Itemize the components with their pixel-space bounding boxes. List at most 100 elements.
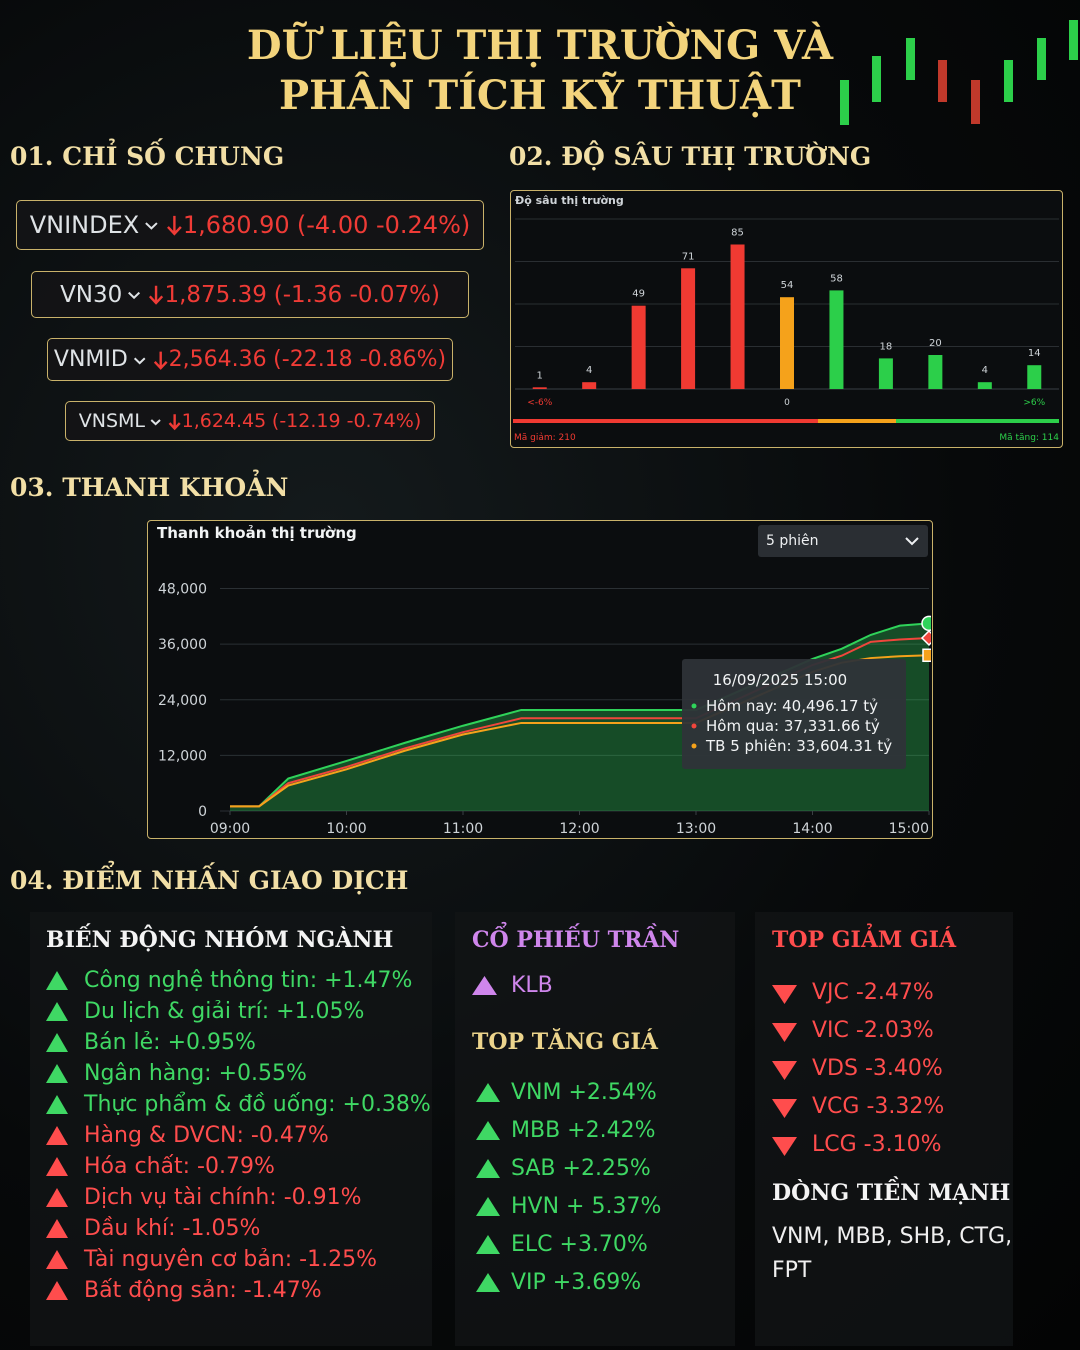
triangle xyxy=(46,1187,68,1207)
index-box: VNINDEX 1,680.90 (-4.00 -0.24%) xyxy=(16,200,484,250)
x-tick-label: 12:00 xyxy=(559,821,599,837)
y-tick-label: 48,000 xyxy=(158,582,207,598)
sector-text: Dầu khí: -1.05% xyxy=(84,1216,261,1241)
chevron xyxy=(145,222,158,230)
triangle xyxy=(772,1022,797,1042)
section-heading: 02. ĐỘ SÂU THỊ TRƯỜNG xyxy=(509,142,872,171)
gainer-item: VIP +3.69% xyxy=(476,1270,641,1295)
triangle xyxy=(476,1272,500,1292)
line xyxy=(230,622,930,808)
value-label: 4 xyxy=(586,365,592,376)
losers-box xyxy=(755,912,1013,1346)
dropdown-box xyxy=(758,525,928,557)
triangle xyxy=(46,1156,68,1176)
bar xyxy=(780,297,794,389)
bar xyxy=(928,355,943,389)
chart-title: Độ sâu thị trường xyxy=(515,194,624,207)
triangle xyxy=(472,975,497,995)
triangle-icon xyxy=(46,1001,68,1021)
arrow xyxy=(154,351,168,370)
list-heading: BIẾN ĐỘNG NHÓM NGÀNH xyxy=(46,927,394,953)
chevron-icon xyxy=(128,291,141,300)
strong-flow-text: VNM, MBB, SHB, CTG, FPT xyxy=(772,1224,1013,1283)
value-label: 85 xyxy=(731,228,744,239)
y-tick-label: 36,000 xyxy=(158,637,207,653)
gainer-item: SAB +2.25% xyxy=(476,1156,651,1181)
triangle xyxy=(772,1136,797,1156)
sector-text: Công nghệ thông tin: +1.47% xyxy=(84,968,413,993)
down-arrow-icon xyxy=(167,215,182,236)
value-label: 20 xyxy=(929,338,942,349)
loser-text: VCG -3.32% xyxy=(812,1094,945,1119)
sector-text: Hóa chất: -0.79% xyxy=(84,1154,275,1179)
end-marker xyxy=(921,615,937,632)
triangle xyxy=(46,1125,68,1145)
index-change: (-1.36 -0.07%) xyxy=(273,281,440,308)
bar xyxy=(582,382,597,389)
triangle-icon xyxy=(772,1022,797,1042)
down-count: Mã giảm: 210 xyxy=(514,432,576,443)
liquidity-panel: Thanh khoản thị trường 5 phiên 0 12,000 24,0… xyxy=(147,520,938,839)
sector-text: Dịch vụ tài chính: -0.91% xyxy=(84,1185,362,1210)
triangle xyxy=(476,1158,500,1178)
line xyxy=(230,636,930,808)
index-name: VNMID xyxy=(53,347,128,372)
sector-text: Bán lẻ: +0.95% xyxy=(84,1030,256,1055)
chart-title: Thanh khoản thị trường xyxy=(157,524,357,542)
triangle xyxy=(772,1098,797,1118)
y-tick-label: 0 xyxy=(198,804,207,820)
tooltip-box xyxy=(682,659,906,769)
gainer-text: VIP +3.69% xyxy=(511,1270,642,1295)
index-change: (-4.00 -0.24%) xyxy=(296,211,471,239)
sector-item: Ngân hàng: +0.55% xyxy=(46,1061,307,1086)
title-line: DỮ LIỆU THỊ TRƯỜNG VÀ xyxy=(246,22,834,69)
title-line: PHÂN TÍCH KỸ THUẬT xyxy=(279,72,801,119)
triangle xyxy=(476,1234,500,1254)
value-label: 18 xyxy=(880,341,893,352)
sector-item: Dịch vụ tài chính: -0.91% xyxy=(46,1185,362,1210)
triangle xyxy=(772,984,797,1004)
bar xyxy=(829,290,844,389)
index-name: VNINDEX xyxy=(29,211,140,239)
sector-item: Bất động sản: -1.47% xyxy=(46,1278,322,1303)
tooltip-title: 16/09/2025 15:00 xyxy=(713,671,847,689)
bar xyxy=(681,268,696,389)
chevron-icon xyxy=(150,418,161,426)
sector-item: Dầu khí: -1.05% xyxy=(46,1216,260,1241)
sector-item: Tài nguyên cơ bản: -1.25% xyxy=(46,1247,377,1272)
period-dropdown[interactable]: 5 phiên xyxy=(758,525,928,557)
triangle-icon xyxy=(46,1063,68,1083)
x-tick-label: 10:00 xyxy=(326,821,366,837)
x-tick-label: 09:00 xyxy=(210,821,250,837)
index-value: 1,680.90 xyxy=(182,211,290,239)
value-label: 49 xyxy=(632,289,645,300)
sector-item: Hàng & DVCN: -0.47% xyxy=(46,1123,329,1148)
distribution-down xyxy=(513,419,818,423)
dropdown-chevron xyxy=(905,537,919,546)
ceiling-item: KLB xyxy=(472,973,553,998)
triangle-icon xyxy=(476,1120,500,1140)
bar xyxy=(977,382,992,389)
x-tick-label: 0 xyxy=(784,398,790,408)
triangle-icon xyxy=(476,1272,500,1292)
x-tick-label: 13:00 xyxy=(676,821,716,837)
sector-text: Tài nguyên cơ bản: -1.25% xyxy=(84,1247,377,1272)
loser-item: VJC -2.47% xyxy=(772,980,934,1005)
distribution-up xyxy=(896,419,1059,423)
arrow xyxy=(149,285,164,305)
y-tick-label: 24,000 xyxy=(158,693,207,709)
up-count: Mã tăng: 114 xyxy=(999,433,1059,443)
triangle-icon xyxy=(772,1136,797,1156)
list-heading: TOP TĂNG GIÁ xyxy=(472,1029,658,1055)
triangle-icon xyxy=(772,1060,797,1080)
chevron xyxy=(133,357,146,364)
x-tick-label: 14:00 xyxy=(792,821,832,837)
chevron-icon xyxy=(145,222,158,230)
triangle xyxy=(46,1218,68,1238)
tooltip-dot xyxy=(691,723,697,729)
index-value: 1,875.39 xyxy=(164,281,267,308)
x-tick-label: 15:00 xyxy=(889,821,929,837)
distribution-flat xyxy=(818,419,896,423)
triangle-icon xyxy=(46,1280,68,1300)
triangle-icon xyxy=(46,1094,68,1114)
